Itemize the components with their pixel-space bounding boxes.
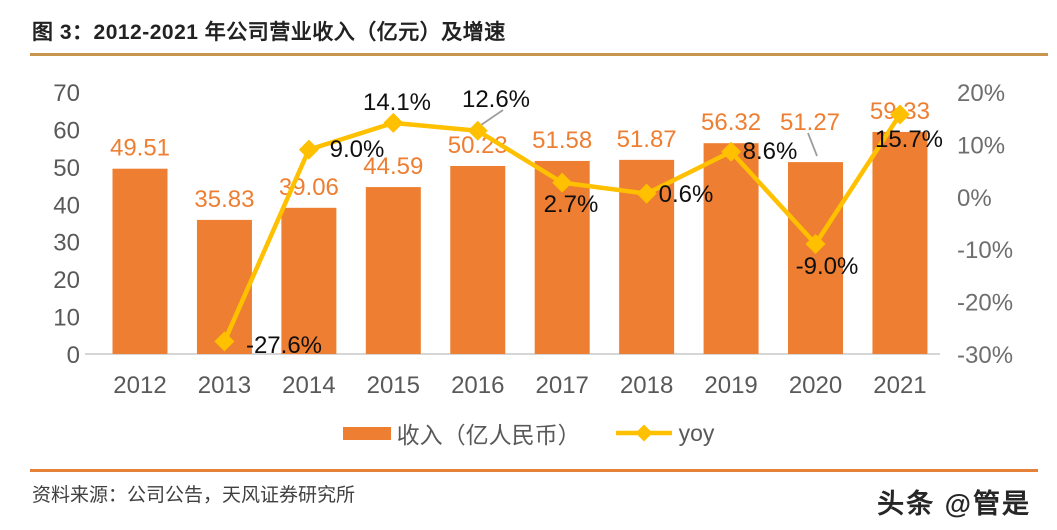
yoy-point (383, 112, 404, 133)
revenue-bar (703, 143, 759, 354)
revenue-bar (281, 207, 337, 354)
right-axis-tick: 10% (957, 132, 1005, 159)
yoy-point (467, 120, 488, 141)
label-leader-line (807, 132, 818, 157)
yoy-value-label: -27.6% (246, 332, 322, 359)
yoy-value-label: 0.6% (659, 181, 714, 208)
bar-value-label: 49.51 (110, 135, 170, 162)
bar-value-label: 51.87 (617, 126, 677, 153)
chart-legend: 收入（亿人民币） yoy (0, 414, 1057, 452)
bar-value-label: 51.58 (532, 127, 592, 154)
revenue-bar (112, 168, 168, 354)
yoy-value-label: 15.7% (875, 126, 943, 153)
yoy-point (721, 141, 742, 162)
yoy-value-label: 14.1% (363, 89, 431, 116)
revenue-bar (365, 187, 421, 354)
legend-revenue-label: 收入（亿人民币） (396, 422, 581, 448)
x-axis-label: 2021 (873, 372, 926, 399)
yoy-value-label: 9.0% (330, 136, 385, 163)
left-axis-tick: 50 (53, 155, 80, 182)
bar-value-label: 56.32 (701, 109, 761, 136)
revenue-bar-swatch (342, 426, 391, 440)
yoy-value-label: -9.0% (796, 253, 859, 280)
x-axis-label: 2019 (704, 372, 757, 399)
left-axis-tick: 70 (53, 80, 80, 107)
bar-value-label: 51.27 (780, 109, 840, 136)
x-axis-label: 2018 (620, 372, 673, 399)
x-axis-label: 2020 (789, 372, 842, 399)
left-axis-tick: 20 (53, 267, 80, 294)
yoy-point (636, 183, 657, 204)
x-axis-label: 2016 (451, 372, 504, 399)
x-axis-label: 2014 (282, 372, 335, 399)
right-axis-tick: 0% (957, 185, 992, 212)
revenue-bar (450, 165, 506, 354)
legend-item-yoy: yoy (615, 419, 715, 447)
left-axis-tick: 10 (53, 305, 80, 332)
x-axis-label: 2017 (536, 372, 589, 399)
yoy-point (889, 104, 910, 125)
right-axis-tick: -10% (957, 237, 1013, 264)
right-axis-tick: -20% (957, 290, 1013, 317)
revenue-bar (534, 160, 590, 354)
right-axis-tick: 20% (957, 80, 1005, 107)
revenue-bar (788, 162, 844, 354)
watermark: 头条 @管是 (877, 489, 1031, 519)
label-leader-line (480, 109, 504, 126)
left-axis-tick: 30 (53, 230, 80, 257)
yoy-point (214, 331, 235, 352)
title-divider (30, 53, 1048, 56)
x-axis-label: 2012 (113, 372, 166, 399)
yoy-value-label: 8.6% (743, 138, 798, 165)
bar-value-label: 35.83 (194, 186, 254, 213)
yoy-point (552, 172, 573, 193)
revenue-bar (872, 131, 928, 354)
footer-divider (30, 469, 1038, 472)
left-axis-tick: 40 (53, 192, 80, 219)
figure-title: 图 3：2012-2021 年公司营业收入（亿元）及增速 (32, 21, 506, 44)
yoy-value-label: 2.7% (544, 191, 599, 218)
legend-yoy-label: yoy (678, 419, 715, 446)
yoy-line-swatch (615, 424, 672, 442)
source-note: 资料来源：公司公告，天风证券研究所 (32, 485, 356, 506)
x-axis-label: 2013 (198, 372, 251, 399)
yoy-value-label: 12.6% (462, 86, 530, 113)
left-axis-tick: 0 (67, 342, 80, 369)
right-axis-tick: -30% (957, 342, 1013, 369)
x-axis-label: 2015 (367, 372, 420, 399)
left-axis-tick: 60 (53, 117, 80, 144)
yoy-point (298, 139, 319, 160)
bar-value-label: 44.59 (363, 153, 423, 180)
yoy-point (805, 233, 826, 254)
legend-item-revenue: 收入（亿人民币） (342, 416, 581, 450)
revenue-growth-chart: 0 10 20 30 40 50 60 70 -30% -20% -10% 0% 10% 20% 2012 2… (53, 80, 1013, 399)
